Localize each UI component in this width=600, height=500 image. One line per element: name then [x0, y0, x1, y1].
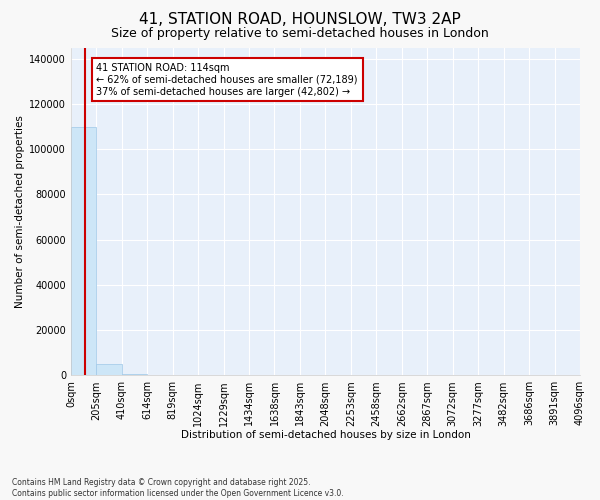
Y-axis label: Number of semi-detached properties: Number of semi-detached properties	[15, 115, 25, 308]
Text: Size of property relative to semi-detached houses in London: Size of property relative to semi-detach…	[111, 28, 489, 40]
X-axis label: Distribution of semi-detached houses by size in London: Distribution of semi-detached houses by …	[181, 430, 470, 440]
Bar	[71, 126, 97, 376]
Text: 41, STATION ROAD, HOUNSLOW, TW3 2AP: 41, STATION ROAD, HOUNSLOW, TW3 2AP	[139, 12, 461, 28]
Bar	[97, 364, 122, 376]
Text: Contains HM Land Registry data © Crown copyright and database right 2025.
Contai: Contains HM Land Registry data © Crown c…	[12, 478, 344, 498]
Text: 41 STATION ROAD: 114sqm
← 62% of semi-detached houses are smaller (72,189)
37% o: 41 STATION ROAD: 114sqm ← 62% of semi-de…	[97, 64, 358, 96]
Bar	[122, 374, 147, 376]
